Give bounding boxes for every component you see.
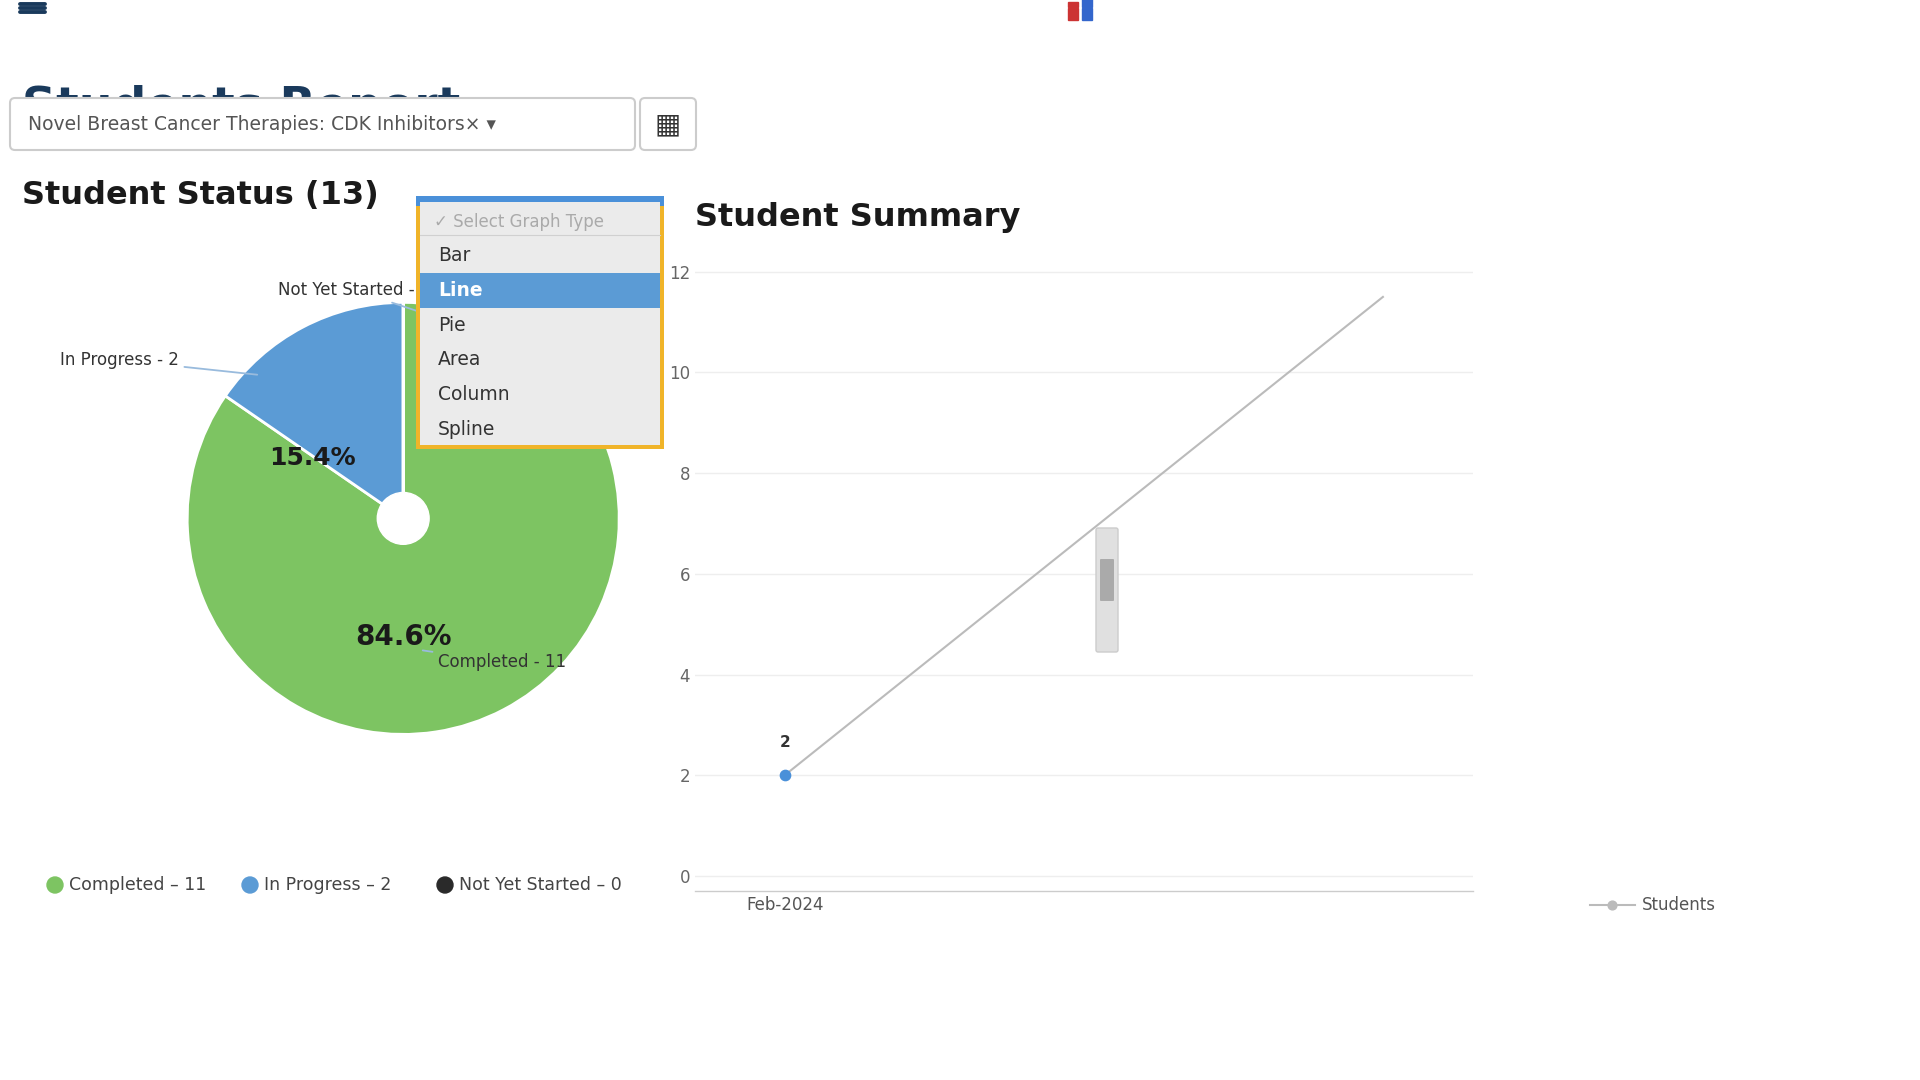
Text: 15.4%: 15.4%: [269, 446, 355, 470]
Bar: [1068, 2, 1077, 6]
Text: In Progress – 2: In Progress – 2: [265, 876, 392, 894]
Text: Novel Breast Cancer Therapies: CDK Inhibitors× ▾: Novel Breast Cancer Therapies: CDK Inhib…: [29, 114, 495, 134]
Text: Students: Students: [1642, 896, 1716, 914]
FancyBboxPatch shape: [10, 98, 636, 150]
FancyBboxPatch shape: [417, 195, 664, 206]
Bar: [1083, 0, 1092, 6]
Text: Students Report: Students Report: [21, 85, 461, 130]
Text: ✓ Select Graph Type: ✓ Select Graph Type: [434, 213, 605, 231]
Point: [1597, 896, 1628, 914]
Circle shape: [242, 877, 257, 893]
Text: 84.6%: 84.6%: [355, 623, 451, 651]
Circle shape: [376, 492, 430, 544]
Circle shape: [46, 877, 63, 893]
FancyBboxPatch shape: [639, 98, 695, 150]
Text: Area: Area: [438, 350, 482, 369]
Text: Not Yet Started - 0: Not Yet Started - 0: [278, 281, 436, 318]
Text: In Progress - 2: In Progress - 2: [60, 351, 257, 375]
FancyBboxPatch shape: [1096, 528, 1117, 652]
Text: Column: Column: [438, 386, 509, 404]
Circle shape: [438, 877, 453, 893]
Text: Student Summary: Student Summary: [695, 202, 1020, 233]
Point: [770, 767, 801, 784]
Text: Completed – 11: Completed – 11: [69, 876, 205, 894]
FancyBboxPatch shape: [420, 202, 660, 445]
FancyBboxPatch shape: [420, 273, 660, 308]
Text: ▦: ▦: [655, 110, 682, 138]
Wedge shape: [225, 302, 403, 518]
Text: Student Status (13): Student Status (13): [21, 180, 378, 211]
Text: Spline: Spline: [438, 420, 495, 440]
Text: Line: Line: [438, 281, 482, 300]
Text: Pie: Pie: [438, 315, 467, 335]
Wedge shape: [188, 302, 618, 734]
Bar: [1068, 8, 1077, 21]
Text: 2: 2: [780, 735, 791, 750]
FancyBboxPatch shape: [417, 195, 664, 449]
Text: Completed - 11: Completed - 11: [422, 650, 566, 671]
Bar: [1083, 8, 1092, 21]
Text: Bar: Bar: [438, 246, 470, 265]
Text: Not Yet Started – 0: Not Yet Started – 0: [459, 876, 622, 894]
FancyBboxPatch shape: [1100, 559, 1114, 600]
